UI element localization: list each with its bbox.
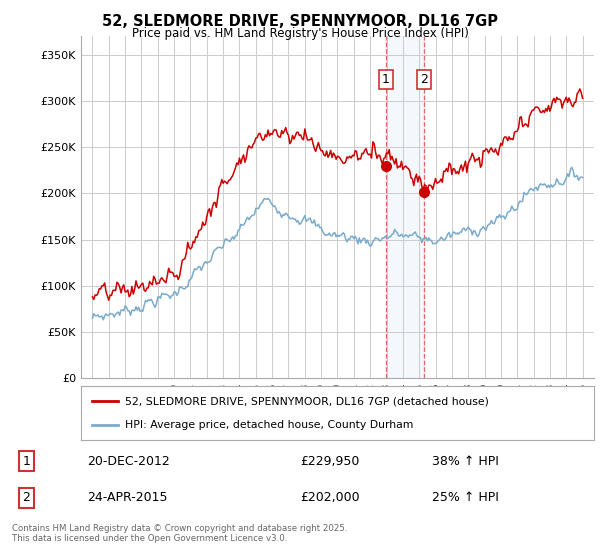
Bar bbox=[386, 36, 424, 378]
Text: Price paid vs. HM Land Registry's House Price Index (HPI): Price paid vs. HM Land Registry's House … bbox=[131, 27, 469, 40]
Text: 24-APR-2015: 24-APR-2015 bbox=[87, 491, 167, 504]
Text: £202,000: £202,000 bbox=[300, 491, 359, 504]
Text: 1: 1 bbox=[22, 455, 31, 468]
Text: 52, SLEDMORE DRIVE, SPENNYMOOR, DL16 7GP: 52, SLEDMORE DRIVE, SPENNYMOOR, DL16 7GP bbox=[102, 14, 498, 29]
Text: 52, SLEDMORE DRIVE, SPENNYMOOR, DL16 7GP (detached house): 52, SLEDMORE DRIVE, SPENNYMOOR, DL16 7GP… bbox=[125, 396, 488, 407]
Text: 2: 2 bbox=[421, 73, 428, 86]
Text: 38% ↑ HPI: 38% ↑ HPI bbox=[433, 455, 499, 468]
Text: 2: 2 bbox=[22, 491, 31, 504]
Text: £229,950: £229,950 bbox=[300, 455, 359, 468]
Text: Contains HM Land Registry data © Crown copyright and database right 2025.
This d: Contains HM Land Registry data © Crown c… bbox=[12, 524, 347, 543]
Text: HPI: Average price, detached house, County Durham: HPI: Average price, detached house, Coun… bbox=[125, 419, 413, 430]
Text: 25% ↑ HPI: 25% ↑ HPI bbox=[433, 491, 499, 504]
Text: 20-DEC-2012: 20-DEC-2012 bbox=[87, 455, 170, 468]
Text: 1: 1 bbox=[382, 73, 390, 86]
